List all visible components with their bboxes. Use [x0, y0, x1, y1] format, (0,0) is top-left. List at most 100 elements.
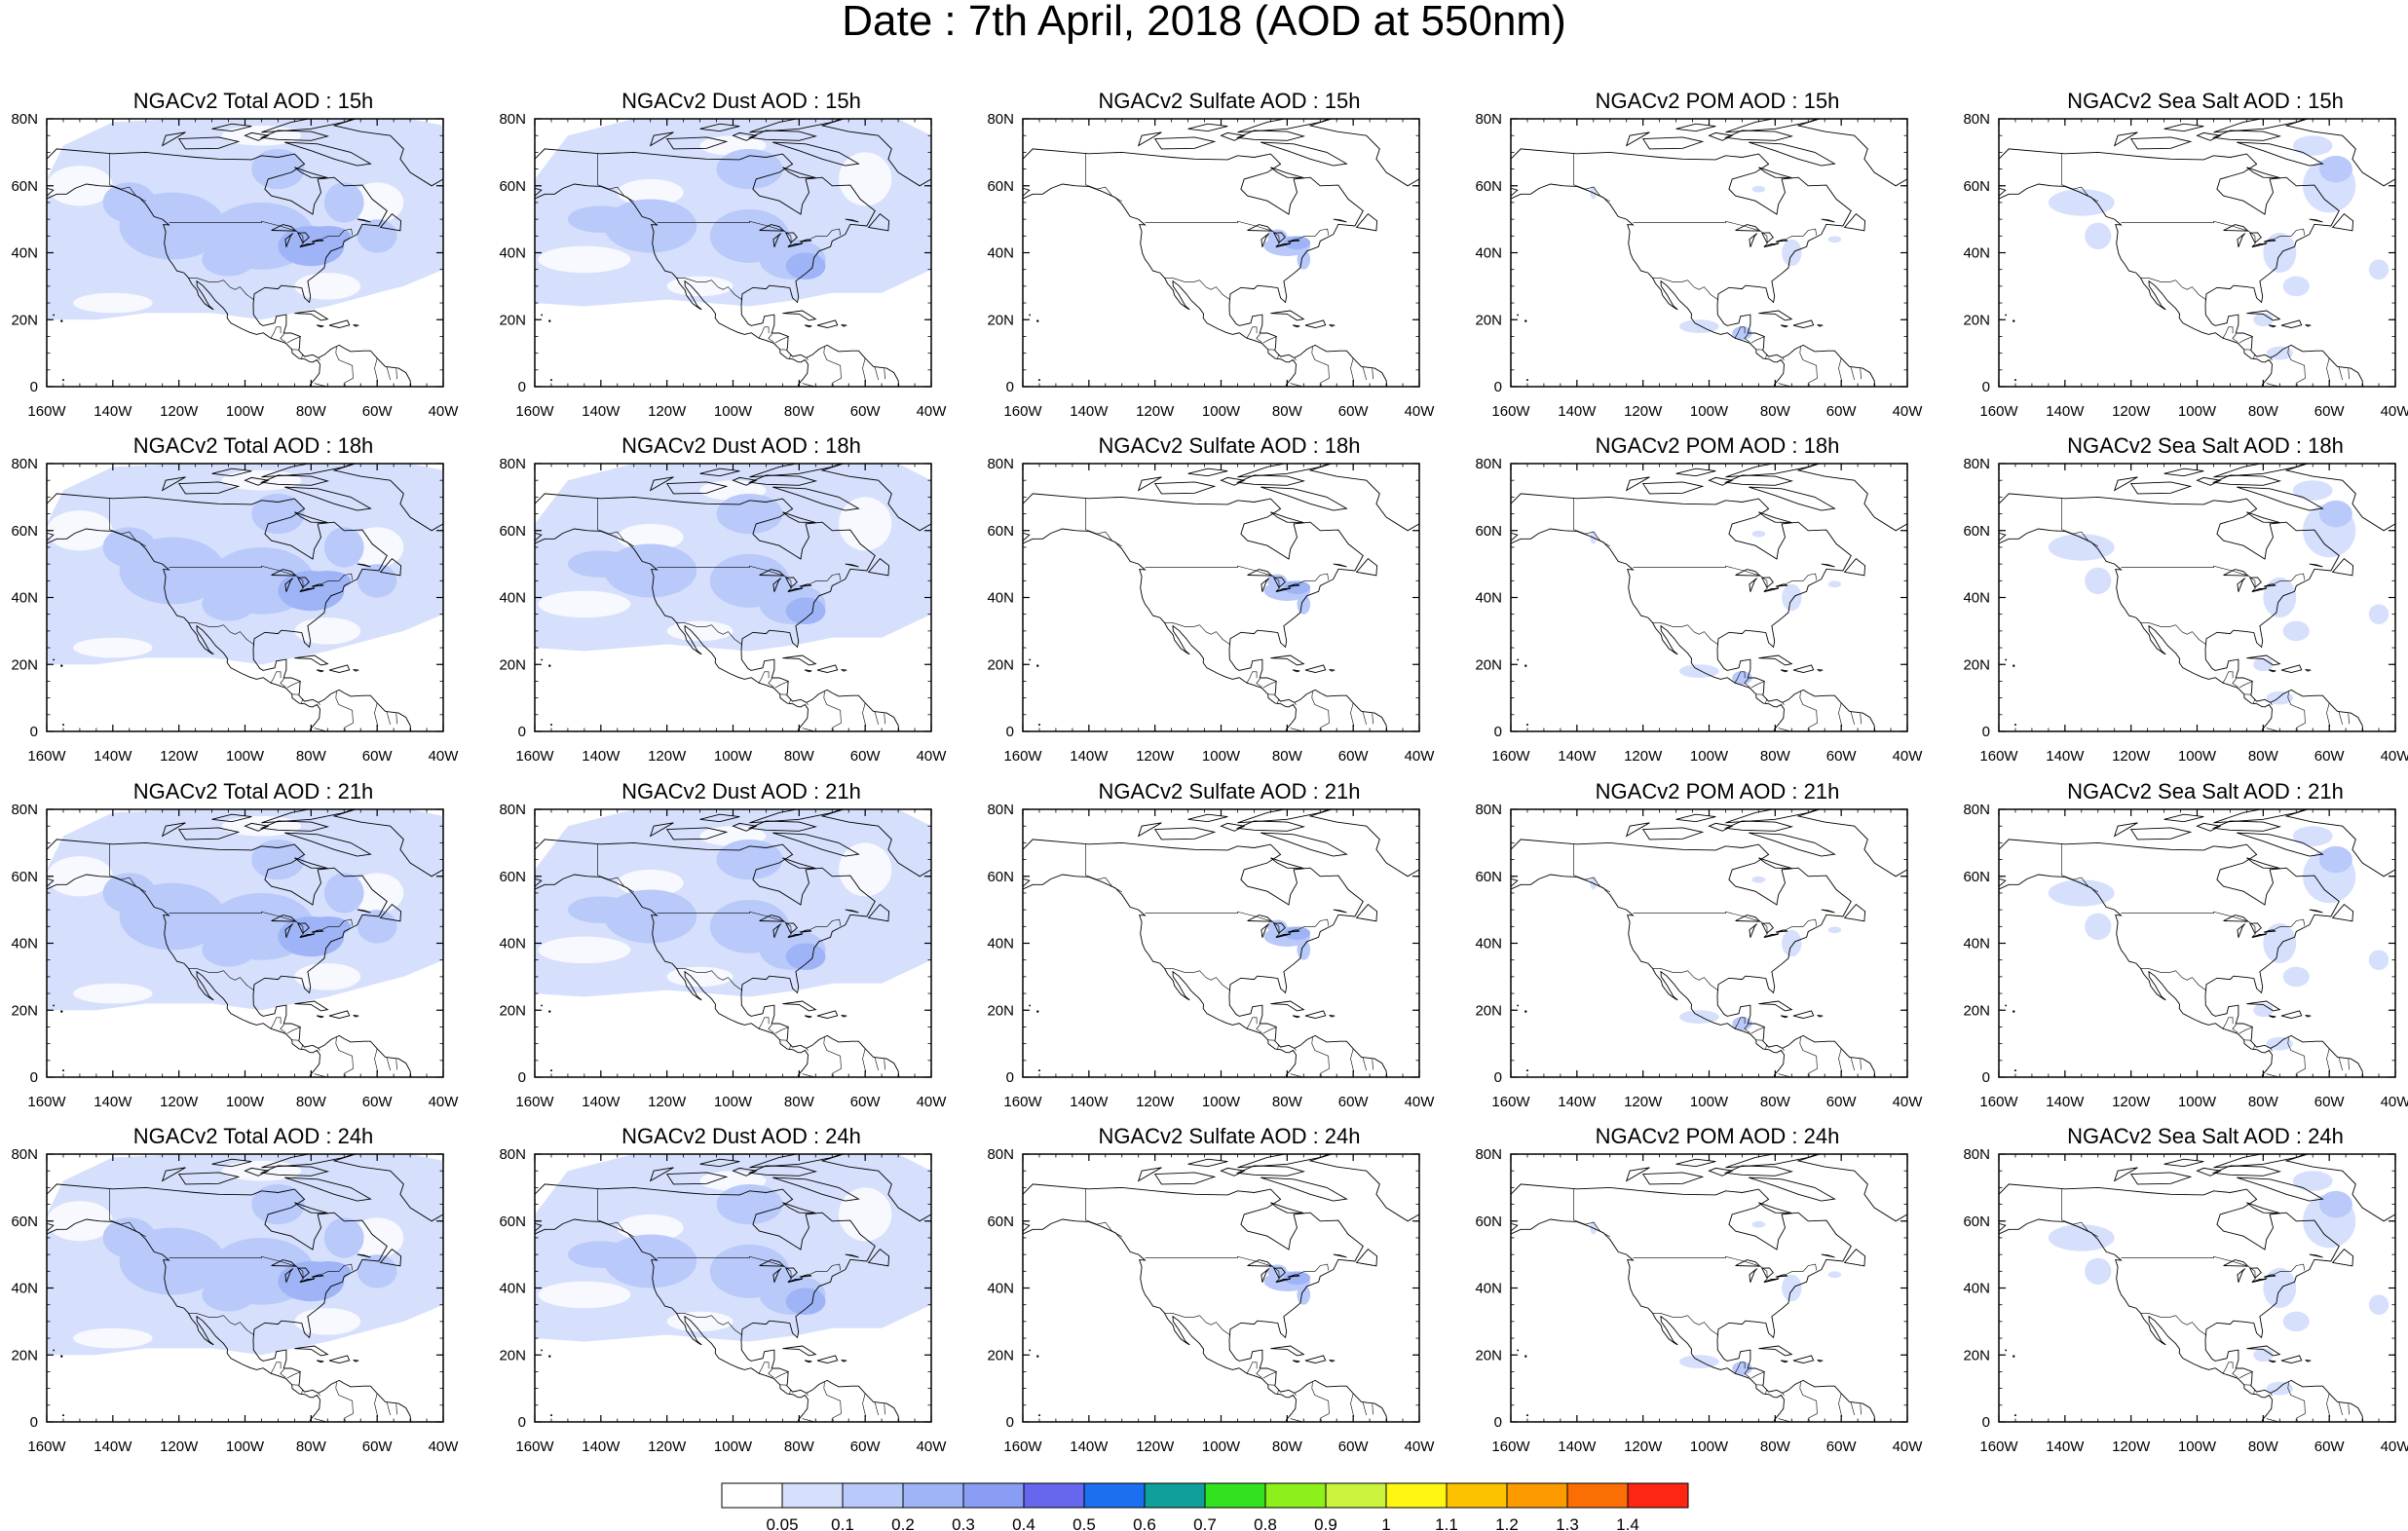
country-border [2121, 911, 2305, 938]
island [2309, 1253, 2323, 1258]
x-tick-label: 100W [226, 748, 265, 765]
map-plot: 160W 140W 120W 100W 80W 60W 40W 80N 60N 40N 20N 0 [1475, 802, 1923, 1110]
y-tick-label: 20N [1963, 1347, 1990, 1363]
island [177, 827, 241, 840]
island [316, 1015, 324, 1019]
y-tick-label: 40N [987, 245, 1014, 262]
lake [772, 233, 782, 247]
y-tick-label: 40N [1475, 590, 1502, 607]
lake [1775, 1274, 1788, 1278]
island [1723, 1165, 1794, 1176]
lake [1761, 577, 1774, 588]
country-border [1246, 1017, 1258, 1029]
country-border [1256, 678, 1262, 688]
island [782, 1000, 817, 1012]
country-border [395, 1403, 397, 1415]
aod-region [716, 1183, 783, 1225]
y-tick-label: 60N [499, 1214, 526, 1230]
x-tick-label: 60W [1338, 1094, 1370, 1110]
island [1270, 857, 1304, 869]
island [772, 832, 860, 857]
lake [1749, 923, 1758, 938]
island [782, 654, 817, 666]
x-tick-label: 40W [1893, 748, 1924, 765]
lake [1247, 224, 1273, 232]
coastline [1511, 1183, 1876, 1422]
country-border [2239, 336, 2253, 344]
lake [759, 915, 785, 922]
island [1708, 131, 1734, 141]
map-plot: 160W 140W 120W 100W 80W 60W 40W 80N 60N 40N 20N 0 [1963, 1146, 2408, 1455]
x-tick-label: 160W [27, 403, 66, 420]
aod-region [1678, 664, 1719, 678]
lake [799, 929, 812, 933]
country-border [280, 1368, 286, 1378]
panel-title: NGACv2 Sulfate AOD : 24h [1098, 1124, 1361, 1148]
island [1525, 724, 1528, 727]
x-tick-label: 100W [1202, 748, 1241, 765]
island [1329, 1359, 1336, 1363]
island [211, 467, 252, 477]
aod-region [2263, 577, 2297, 618]
y-tick-label: 40N [1475, 1281, 1502, 1297]
country-border [1311, 347, 1330, 387]
x-tick-label: 140W [1070, 748, 1109, 765]
lake [1735, 224, 1761, 232]
y-tick-label: 40N [1475, 245, 1502, 262]
colorbar-swatch [1023, 1482, 1085, 1509]
country-border [301, 1044, 303, 1050]
country-border [2348, 1059, 2350, 1070]
country-border [1290, 728, 1302, 731]
country-border [806, 702, 809, 705]
island [1187, 813, 1228, 823]
y-tick-label: 60N [1475, 523, 1502, 540]
y-tick-label: 0 [30, 379, 38, 395]
country-border [2222, 671, 2234, 684]
island [353, 323, 359, 327]
y-tick-label: 0 [1494, 1414, 1502, 1431]
island [60, 1010, 63, 1013]
country-border [1085, 153, 1122, 203]
x-tick-label: 100W [226, 403, 265, 420]
aod-gap [47, 166, 113, 206]
island [2237, 486, 2324, 511]
x-tick-label: 100W [714, 1438, 753, 1455]
y-tick-label: 80N [1963, 1146, 1990, 1163]
y-tick-label: 0 [1494, 1069, 1502, 1086]
lake [1260, 578, 1270, 592]
country-border [802, 1073, 814, 1077]
aod-region [102, 182, 156, 223]
aod-region [567, 896, 634, 923]
aod-region [567, 550, 634, 578]
x-tick-label: 160W [27, 1438, 66, 1455]
x-tick-label: 60W [1826, 748, 1858, 765]
island [548, 664, 551, 667]
country-border [1350, 1048, 1355, 1072]
aod-region [323, 873, 364, 914]
country-border [597, 153, 634, 203]
country-border [1246, 671, 1258, 684]
country-border [280, 1024, 286, 1033]
country-border [1294, 702, 1297, 705]
island [2246, 167, 2280, 178]
country-border [1145, 220, 1329, 247]
island [1843, 1248, 1866, 1267]
island [699, 813, 740, 823]
island [259, 130, 330, 141]
x-tick-label: 160W [1491, 1438, 1530, 1455]
island [1333, 563, 1347, 568]
y-tick-label: 80N [1475, 1146, 1502, 1163]
coastline [820, 464, 931, 532]
island [1036, 664, 1039, 667]
island [1780, 1015, 1788, 1019]
x-tick-label: 140W [2046, 1438, 2085, 1455]
x-tick-label: 140W [1070, 1438, 1109, 1455]
island [379, 557, 402, 577]
y-tick-label: 0 [1006, 1069, 1014, 1086]
country-border [2266, 1073, 2278, 1077]
island [699, 467, 740, 477]
country-border [1850, 711, 1855, 726]
x-tick-label: 60W [362, 1094, 394, 1110]
country-border [2239, 1027, 2253, 1034]
country-border [169, 1255, 353, 1283]
